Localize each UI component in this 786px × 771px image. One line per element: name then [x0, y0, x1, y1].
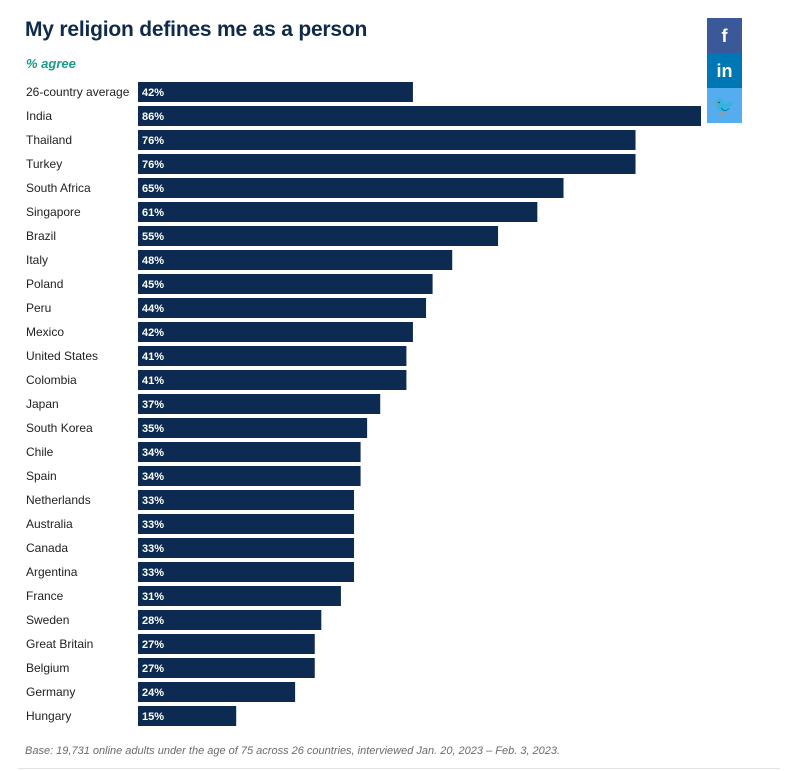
bar-value-label: 34% [142, 447, 164, 459]
category-label: Peru [26, 301, 51, 315]
bar [138, 370, 407, 390]
bar-chart: 26-country average 42% India 86% Thailand 76%… [26, 82, 701, 726]
bar [138, 394, 381, 414]
category-label: Japan [26, 397, 59, 411]
bar-value-label: 76% [142, 159, 164, 171]
bar-value-label: 65% [142, 183, 164, 195]
bar [138, 706, 237, 726]
bar [138, 298, 427, 318]
facebook-icon: f [721, 25, 728, 46]
bar-value-label: 37% [142, 399, 164, 411]
category-label: Poland [26, 277, 63, 291]
category-label: Chile [26, 445, 54, 459]
bar-value-label: 42% [142, 87, 164, 99]
category-label: Thailand [26, 133, 72, 147]
bar-value-label: 76% [142, 135, 164, 147]
bar-value-label: 27% [142, 639, 164, 651]
bar-value-label: 41% [142, 375, 164, 387]
category-label: Great Britain [26, 637, 93, 651]
category-label: Australia [26, 517, 73, 531]
category-label: Germany [26, 685, 75, 699]
bar [138, 250, 453, 270]
category-label: Belgium [26, 661, 69, 675]
bar [138, 178, 564, 198]
bar-value-label: 45% [142, 279, 164, 291]
chart-title: My religion defines me as a person [25, 18, 368, 41]
bar [138, 658, 315, 678]
category-label: Brazil [26, 229, 56, 243]
bar [138, 202, 538, 222]
facebook-share-button[interactable]: f [707, 18, 742, 53]
bar-value-label: 31% [142, 591, 164, 603]
category-label: India [26, 109, 52, 123]
bar [138, 538, 355, 558]
bar-value-label: 28% [142, 615, 164, 627]
linkedin-share-button[interactable]: in [707, 53, 742, 88]
bar-value-label: 27% [142, 663, 164, 675]
bar-value-label: 55% [142, 231, 164, 243]
category-label: Hungary [26, 709, 71, 723]
chart-subtitle: % agree [26, 56, 76, 71]
bar [138, 82, 413, 102]
bar [138, 418, 368, 438]
category-label: Argentina [26, 565, 78, 579]
linkedin-icon: in [716, 60, 733, 81]
bar [138, 226, 499, 246]
category-label: United States [26, 349, 98, 363]
category-label: France [26, 589, 64, 603]
bar-value-label: 35% [142, 423, 164, 435]
twitter-icon: 🐦 [713, 95, 736, 116]
category-label: Spain [26, 469, 57, 483]
bar [138, 130, 636, 150]
category-label: Sweden [26, 613, 69, 627]
bar [138, 610, 322, 630]
bar-value-label: 42% [142, 327, 164, 339]
bar [138, 466, 361, 486]
bar-value-label: 41% [142, 351, 164, 363]
bar [138, 586, 341, 606]
category-label: Netherlands [26, 493, 91, 507]
bar [138, 634, 315, 654]
category-label: Italy [26, 253, 48, 267]
bar [138, 154, 636, 174]
bar-value-label: 33% [142, 495, 164, 507]
bar-value-label: 86% [142, 111, 164, 123]
category-label: Canada [26, 541, 68, 555]
category-label: Mexico [26, 325, 64, 339]
bar [138, 682, 296, 702]
bar-value-label: 24% [142, 687, 164, 699]
bar-value-label: 33% [142, 543, 164, 555]
bar [138, 346, 407, 366]
bar-value-label: 33% [142, 567, 164, 579]
bar [138, 490, 355, 510]
twitter-share-button[interactable]: 🐦 [707, 88, 742, 123]
bottom-divider [18, 768, 780, 769]
category-label: South Korea [26, 421, 93, 435]
category-label: Colombia [26, 373, 77, 387]
bar [138, 514, 355, 534]
bar [138, 562, 355, 582]
category-label: Singapore [26, 205, 81, 219]
bar-value-label: 61% [142, 207, 164, 219]
bar [138, 106, 701, 126]
bar-value-label: 34% [142, 471, 164, 483]
social-share-bar: f in 🐦 [707, 18, 742, 123]
bar-value-label: 15% [142, 711, 164, 723]
bar [138, 274, 433, 294]
bar-value-label: 48% [142, 255, 164, 267]
category-label: Turkey [26, 157, 62, 171]
category-label: South Africa [26, 181, 91, 195]
chart-footnote: Base: 19,731 online adults under the age… [25, 745, 561, 757]
bar-value-label: 33% [142, 519, 164, 531]
bar [138, 442, 361, 462]
category-label: 26-country average [26, 85, 130, 99]
bar [138, 322, 413, 342]
bar-value-label: 44% [142, 303, 164, 315]
